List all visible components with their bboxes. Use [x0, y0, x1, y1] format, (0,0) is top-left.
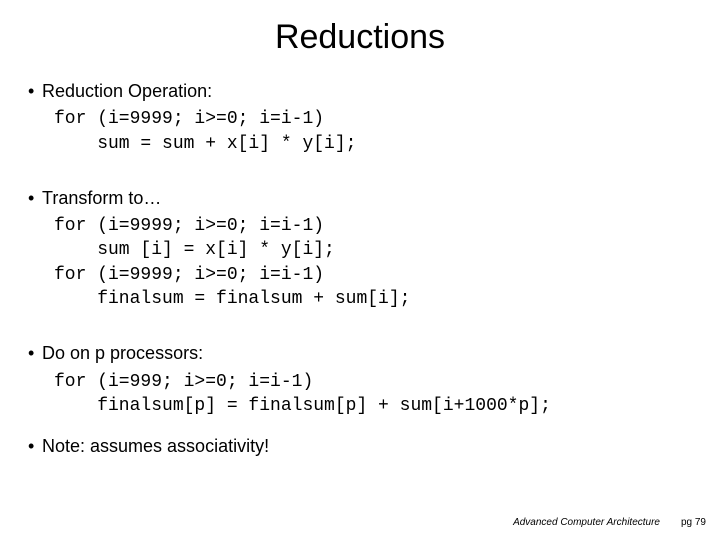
bullet-do-on-p: •Do on p processors: [28, 341, 692, 365]
bullet-text: Note: assumes associativity! [42, 436, 269, 456]
footer-course: Advanced Computer Architecture [513, 517, 660, 528]
bullet-dot-icon: • [28, 186, 42, 210]
bullet-transform-to: •Transform to… [28, 186, 692, 210]
bullet-dot-icon: • [28, 79, 42, 103]
footer-page: pg 79 [681, 517, 706, 528]
code-block-2: for (i=9999; i>=0; i=i-1) sum [i] = x[i]… [54, 214, 692, 311]
code-block-1: for (i=9999; i>=0; i=i-1) sum = sum + x[… [54, 107, 692, 156]
bullet-text: Reduction Operation: [42, 81, 212, 101]
bullet-reduction-operation: •Reduction Operation: [28, 79, 692, 103]
bullet-text: Transform to… [42, 188, 161, 208]
bullet-note-associativity: •Note: assumes associativity! [28, 434, 692, 458]
bullet-dot-icon: • [28, 434, 42, 458]
bullet-dot-icon: • [28, 341, 42, 365]
slide: Reductions •Reduction Operation: for (i=… [0, 0, 720, 540]
bullet-text: Do on p processors: [42, 343, 203, 363]
code-block-3: for (i=999; i>=0; i=i-1) finalsum[p] = f… [54, 370, 692, 419]
slide-title: Reductions [28, 18, 692, 57]
